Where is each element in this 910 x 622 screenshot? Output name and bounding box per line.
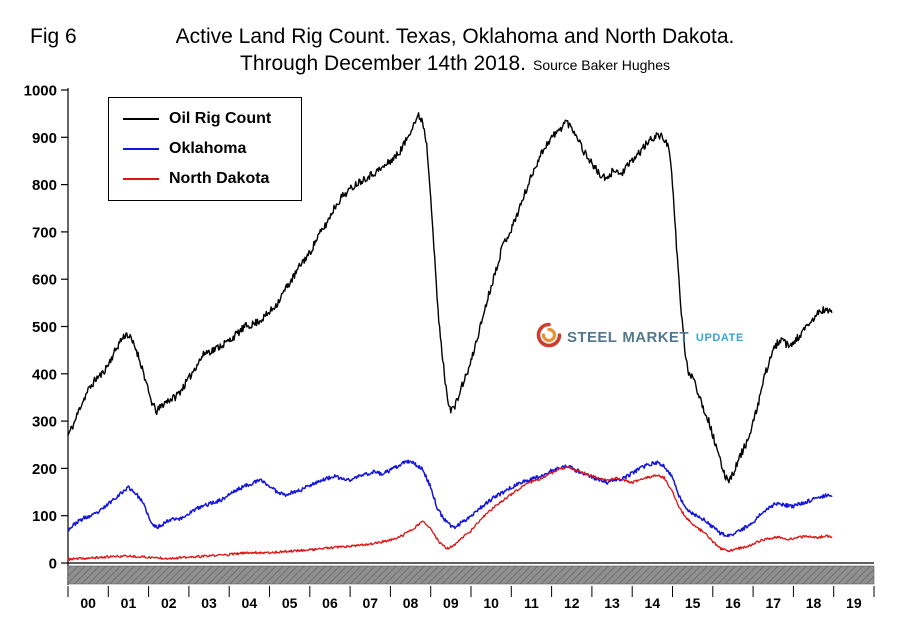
- axis-band: [67, 565, 875, 585]
- source-note: Source Baker Hughes: [533, 57, 670, 73]
- title-line-2-text: Through December 14th 2018.: [240, 52, 527, 75]
- legend-item-north-dakota: North Dakota: [109, 170, 301, 188]
- svg-text:09: 09: [443, 595, 459, 611]
- svg-text:05: 05: [282, 595, 298, 611]
- swirl-icon: [536, 322, 562, 353]
- svg-text:16: 16: [725, 595, 741, 611]
- title-line-1: Active Land Rig Count. Texas, Oklahoma a…: [175, 25, 735, 48]
- svg-text:08: 08: [403, 595, 419, 611]
- svg-text:1000: 1000: [24, 83, 57, 100]
- series-line-2: [67, 465, 833, 561]
- watermark-word-steel: STEEL: [567, 329, 618, 346]
- svg-text:04: 04: [242, 595, 258, 611]
- svg-text:02: 02: [161, 595, 177, 611]
- legend-line-sample-blue: [123, 148, 159, 150]
- watermark-word-update: UPDATE: [695, 331, 744, 344]
- svg-text:06: 06: [322, 595, 338, 611]
- legend-label-oil-rig-count: Oil Rig Count: [169, 110, 272, 127]
- axes: 0 100 200 300 400 500 600 700 800 900 1000: [24, 83, 874, 585]
- svg-text:900: 900: [32, 130, 57, 147]
- series-line-0: [67, 112, 833, 484]
- svg-text:400: 400: [32, 366, 57, 383]
- svg-text:07: 07: [362, 595, 378, 611]
- legend-label-oklahoma: Oklahoma: [169, 140, 247, 157]
- watermark-word-market: MARKET: [622, 329, 689, 346]
- svg-text:100: 100: [32, 508, 57, 525]
- svg-text:00: 00: [80, 595, 96, 611]
- svg-text:14: 14: [645, 595, 661, 611]
- svg-text:11: 11: [524, 595, 539, 611]
- legend-line-sample-red: [123, 178, 159, 180]
- legend-label-north-dakota: North Dakota: [169, 170, 270, 187]
- title-line-2: Through December 14th 2018. Source Baker …: [0, 52, 910, 77]
- svg-text:18: 18: [806, 595, 822, 611]
- legend-item-oil-rig-count: Oil Rig Count: [109, 110, 301, 128]
- svg-text:19: 19: [846, 595, 862, 611]
- svg-text:600: 600: [32, 272, 57, 289]
- steel-market-update-watermark: STEEL MARKET UPDATE: [536, 322, 744, 353]
- chart-title-block: Active Land Rig Count. Texas, Oklahoma a…: [0, 25, 910, 77]
- svg-text:0: 0: [49, 556, 57, 573]
- svg-text:10: 10: [483, 595, 499, 611]
- svg-text:500: 500: [32, 319, 57, 336]
- svg-text:12: 12: [564, 595, 580, 611]
- svg-text:300: 300: [32, 414, 57, 431]
- svg-text:17: 17: [765, 595, 781, 611]
- svg-text:03: 03: [201, 595, 217, 611]
- svg-text:200: 200: [32, 461, 57, 478]
- svg-text:13: 13: [604, 595, 620, 611]
- series-line-1: [67, 459, 833, 538]
- svg-text:800: 800: [32, 177, 57, 194]
- chart-legend: Oil Rig Count Oklahoma North Dakota: [108, 97, 302, 201]
- svg-text:700: 700: [32, 224, 57, 241]
- svg-text:01: 01: [121, 595, 137, 611]
- svg-text:15: 15: [685, 595, 701, 611]
- legend-item-oklahoma: Oklahoma: [109, 140, 301, 158]
- figure-label: Fig 6: [30, 25, 77, 48]
- x-axis-labels: 00 01 02 03 04 05 06 07 08 09 10 11 12 13 14 15 16 17 18 19: [67, 586, 875, 611]
- legend-line-sample-black: [123, 118, 159, 120]
